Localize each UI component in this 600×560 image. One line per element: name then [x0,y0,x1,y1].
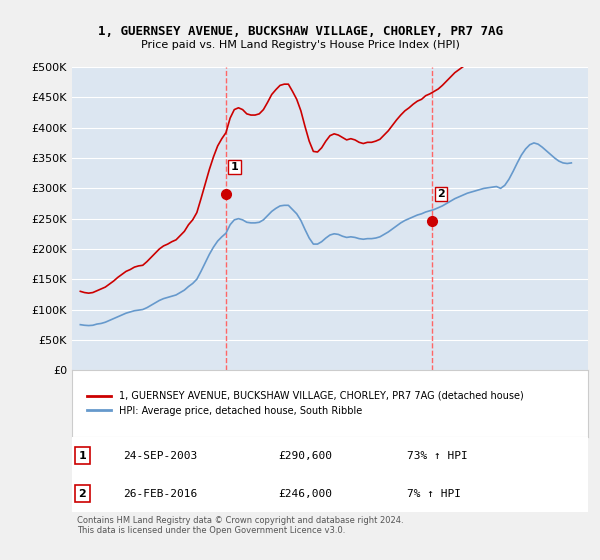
Text: 26-FEB-2016: 26-FEB-2016 [124,488,198,498]
Text: Price paid vs. HM Land Registry's House Price Index (HPI): Price paid vs. HM Land Registry's House … [140,40,460,50]
Text: 24-SEP-2003: 24-SEP-2003 [124,451,198,461]
Legend: 1, GUERNSEY AVENUE, BUCKSHAW VILLAGE, CHORLEY, PR7 7AG (detached house), HPI: Av: 1, GUERNSEY AVENUE, BUCKSHAW VILLAGE, CH… [82,386,529,421]
Text: Contains HM Land Registry data © Crown copyright and database right 2024.
This d: Contains HM Land Registry data © Crown c… [77,516,404,535]
Text: 7% ↑ HPI: 7% ↑ HPI [407,488,461,498]
Text: 1: 1 [230,162,238,172]
Text: 2: 2 [437,189,445,199]
Text: 73% ↑ HPI: 73% ↑ HPI [407,451,468,461]
Text: 1, GUERNSEY AVENUE, BUCKSHAW VILLAGE, CHORLEY, PR7 7AG: 1, GUERNSEY AVENUE, BUCKSHAW VILLAGE, CH… [97,25,503,38]
Text: £246,000: £246,000 [278,488,332,498]
Text: 1: 1 [79,451,86,461]
Text: 2: 2 [79,488,86,498]
Text: £290,600: £290,600 [278,451,332,461]
